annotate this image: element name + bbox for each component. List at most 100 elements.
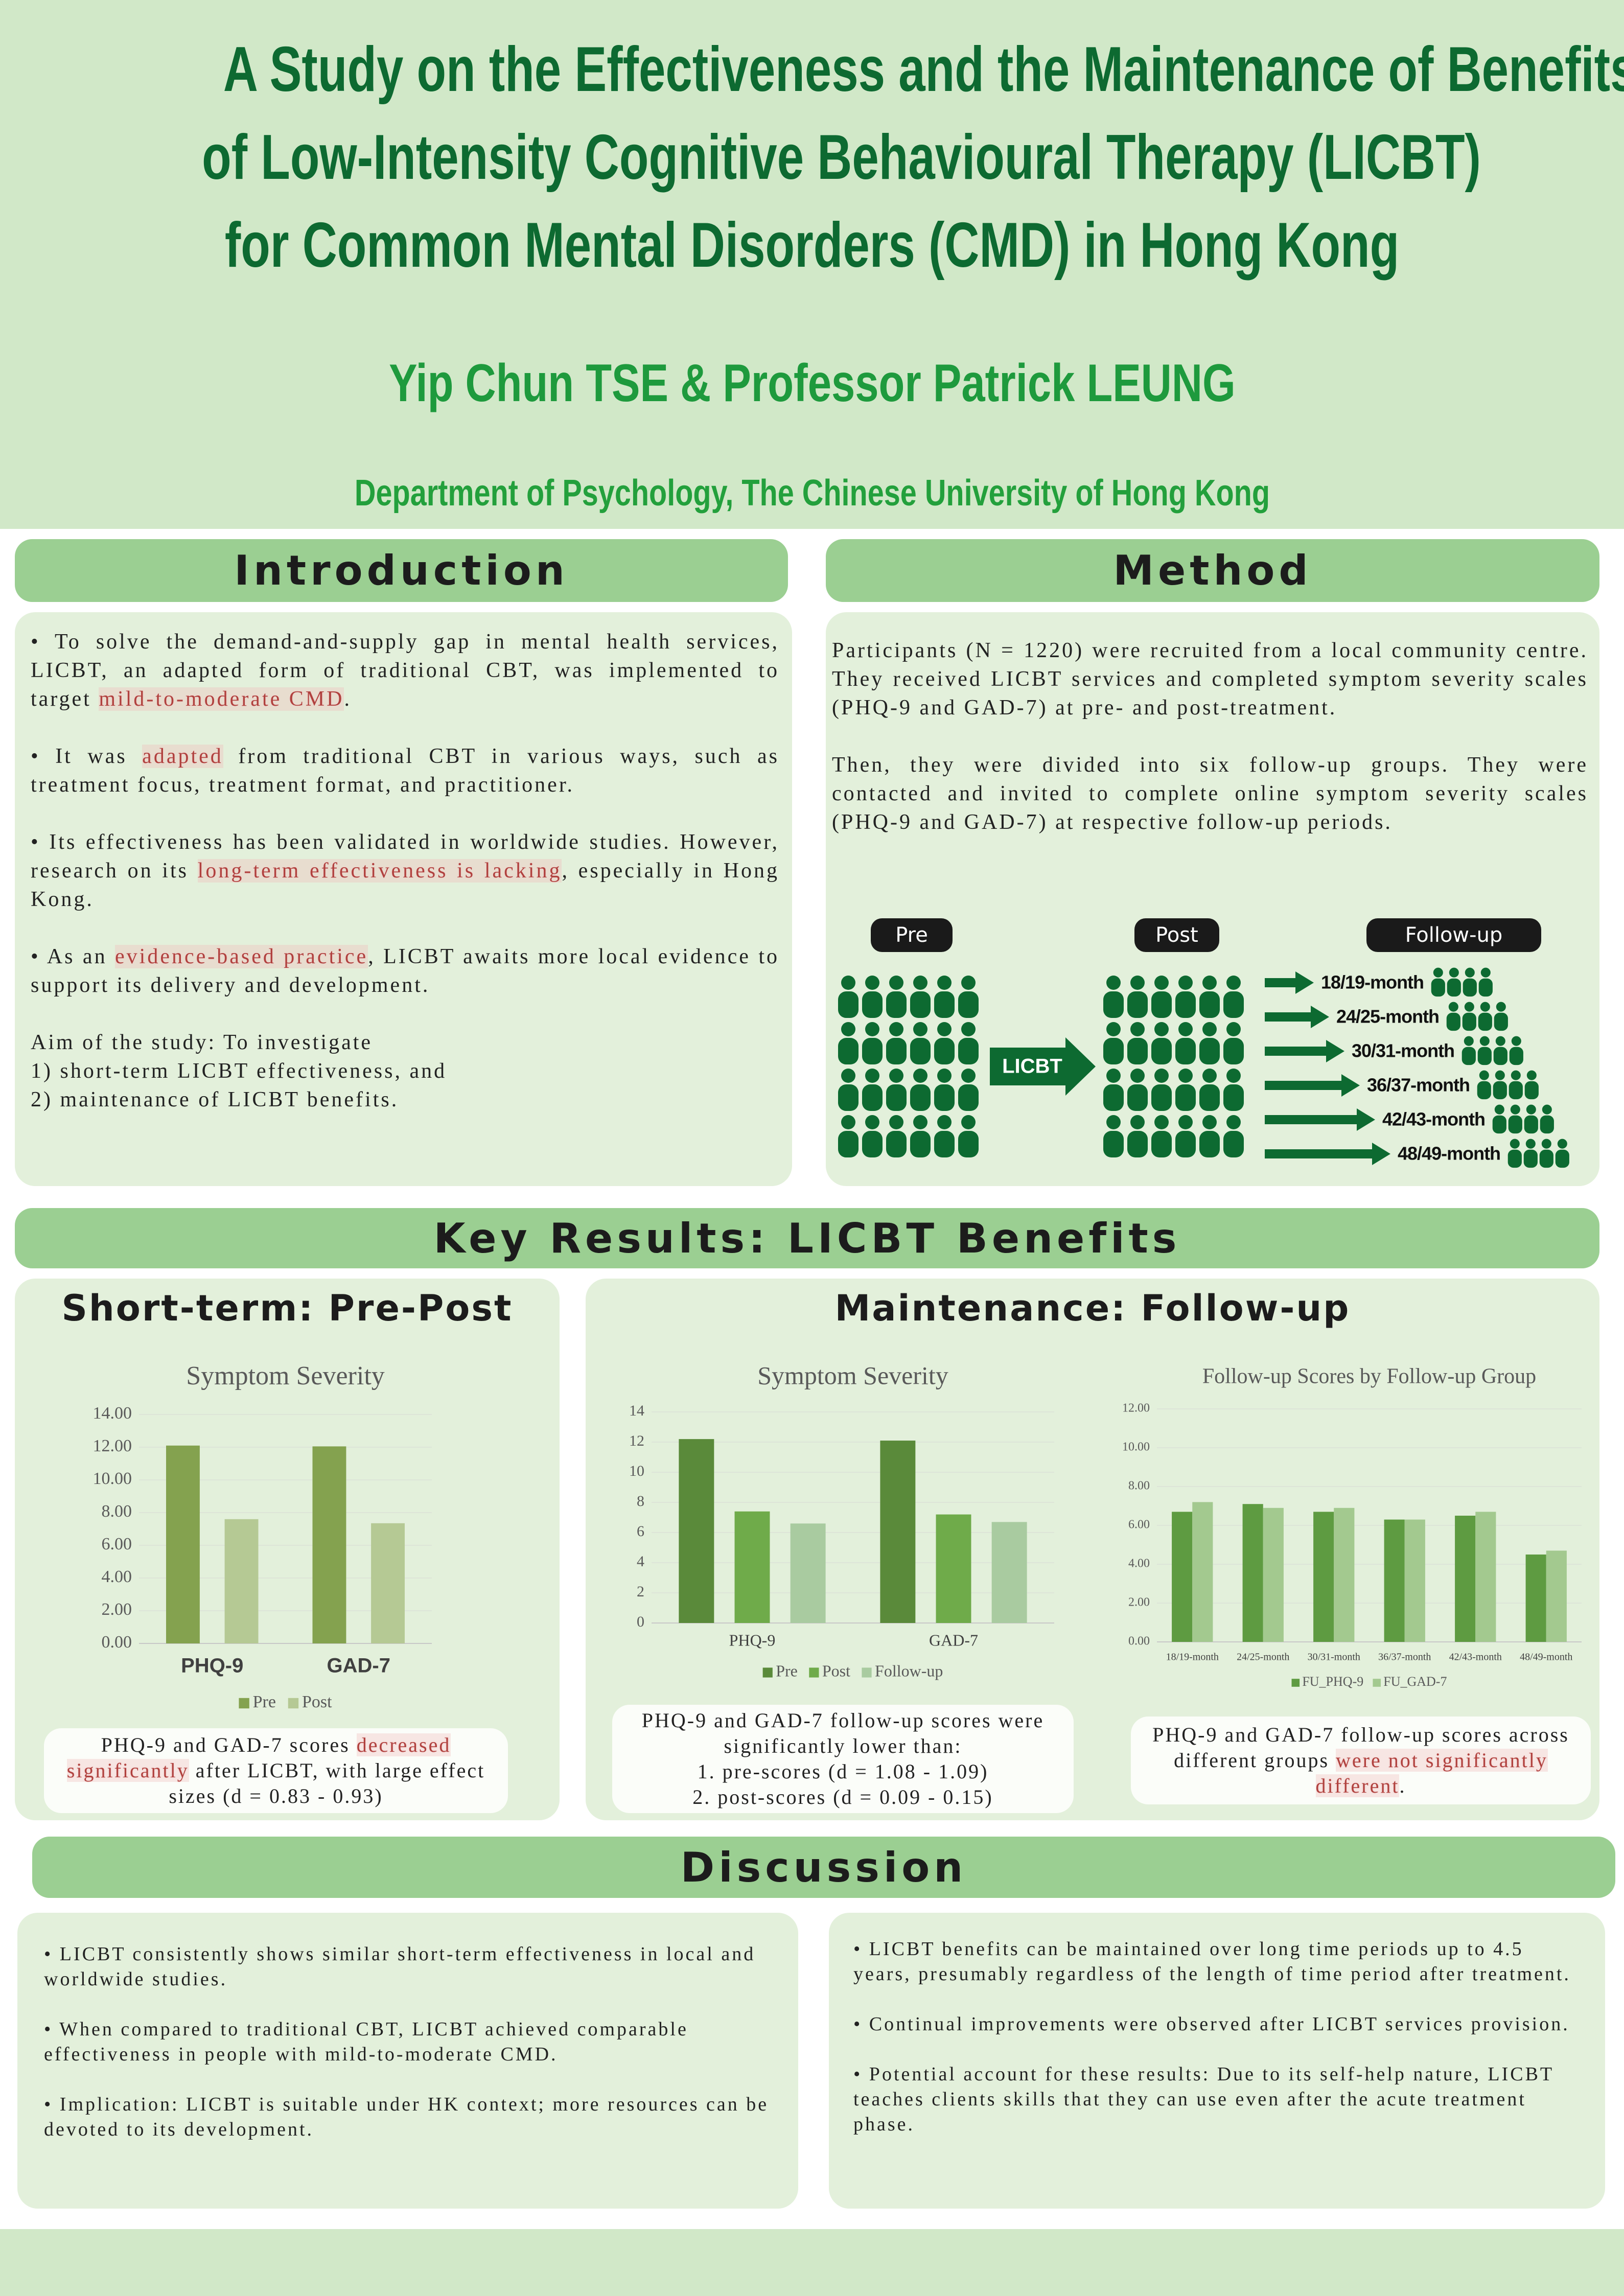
legend-label: Pre xyxy=(253,1692,276,1711)
person-head xyxy=(1178,1115,1193,1129)
person-head xyxy=(841,976,855,990)
person-head xyxy=(1464,1036,1474,1046)
person-body xyxy=(1127,1084,1148,1111)
bar xyxy=(1546,1550,1567,1642)
person-body xyxy=(1555,1149,1569,1168)
bar xyxy=(1455,1516,1476,1642)
section-header: Introduction xyxy=(15,539,788,602)
text-line: PHQ-9 and GAD-7 follow-up scores were si… xyxy=(641,1709,1045,1757)
person-head xyxy=(1130,1069,1145,1083)
person-head xyxy=(1525,1139,1536,1149)
y-tick-label: 4.00 xyxy=(102,1567,132,1586)
y-tick-label: 10.00 xyxy=(1122,1441,1150,1454)
person-head xyxy=(913,976,927,990)
bar xyxy=(1475,1512,1496,1642)
person-body xyxy=(1447,978,1461,997)
person-head xyxy=(1106,1022,1121,1036)
followup-arrow xyxy=(1265,971,1314,994)
intro-text: • To solve the demand-and-supply gap in … xyxy=(31,628,779,1114)
y-tick-label: 14 xyxy=(629,1402,644,1419)
section-header: Method xyxy=(826,539,1599,602)
person-icon xyxy=(958,1115,979,1157)
person-icon xyxy=(910,976,931,1018)
person-head xyxy=(1526,1104,1536,1115)
legend: Pre Post xyxy=(239,1692,332,1711)
paragraph: • When compared to traditional CBT, LICB… xyxy=(44,2019,688,2065)
panel-heading: Short-term: Pre-Post xyxy=(61,1287,513,1329)
person-icon xyxy=(1463,967,1477,997)
y-tick-label: 12.00 xyxy=(93,1436,132,1455)
bar xyxy=(1334,1508,1355,1642)
person-icon xyxy=(1539,1139,1553,1168)
person-body xyxy=(1509,1081,1523,1100)
person-icon xyxy=(1223,1022,1244,1064)
followup-label: 42/43-month xyxy=(1382,1109,1485,1130)
y-tick-label: 2 xyxy=(637,1583,644,1600)
y-tick-label: 2.00 xyxy=(1128,1596,1150,1609)
title-text: for Common Mental Disorders (CMD) in Hon… xyxy=(224,210,1400,281)
aim: Aim of the study: To investigate 1) short… xyxy=(31,1028,779,1114)
stage-pill xyxy=(1134,918,1219,952)
followup-label: 30/31-month xyxy=(1352,1040,1454,1061)
person-icon xyxy=(838,1115,859,1157)
person-body xyxy=(1508,1115,1522,1134)
person-body xyxy=(862,991,883,1018)
person-head xyxy=(1465,967,1475,978)
person-body xyxy=(1127,1038,1148,1064)
person-icon xyxy=(1523,1139,1538,1168)
person-body xyxy=(1493,1047,1507,1065)
y-tick-label: 0.00 xyxy=(1128,1635,1150,1648)
text-line: Aim of the study: To investigate xyxy=(31,1031,373,1054)
person-icon xyxy=(1103,1069,1124,1111)
section-heading: Introduction xyxy=(234,547,569,594)
followup-arrow xyxy=(1265,1108,1375,1131)
paragraph: • LICBT benefits can be maintained over … xyxy=(853,1938,1571,1985)
person-body xyxy=(886,991,907,1018)
person-head xyxy=(1226,976,1241,990)
person-head xyxy=(841,1022,855,1036)
person-head xyxy=(841,1069,855,1083)
person-icon xyxy=(1509,1070,1523,1100)
y-tick-label: 0 xyxy=(637,1613,644,1630)
person-body xyxy=(934,991,955,1018)
person-icon xyxy=(1447,967,1461,997)
person-icon xyxy=(886,1069,907,1111)
header-band xyxy=(0,0,1624,529)
person-body xyxy=(1477,1047,1492,1065)
person-icon xyxy=(958,1069,979,1111)
person-head xyxy=(937,1069,952,1083)
person-head xyxy=(1130,1115,1145,1129)
person-icon xyxy=(934,976,955,1018)
paragraph: • To solve the demand-and-supply gap in … xyxy=(31,628,779,713)
method-text: Participants (N = 1220) were recruited f… xyxy=(832,636,1588,865)
discussion-panel xyxy=(17,1913,798,2209)
arrow-label: LICBT xyxy=(1002,1055,1062,1078)
person-head xyxy=(913,1022,927,1036)
person-body xyxy=(838,1038,859,1064)
bar xyxy=(1384,1519,1405,1642)
text: from traditional CBT in various ways, su… xyxy=(31,745,780,797)
y-tick-label: 0.00 xyxy=(102,1633,132,1652)
text: PHQ-9 and GAD-7 follow-up scores across … xyxy=(1152,1723,1569,1772)
followup-label: 18/19-month xyxy=(1321,972,1424,993)
caption: PHQ-9 and GAD-7 scores decreased signifi… xyxy=(44,1728,508,1813)
person-icon xyxy=(1127,1115,1148,1157)
legend-label: Post xyxy=(302,1692,332,1711)
person-icon xyxy=(1461,1036,1476,1065)
person-icon xyxy=(1462,1002,1476,1031)
person-head xyxy=(1130,976,1145,990)
person-body xyxy=(1524,1081,1539,1100)
person-icon xyxy=(1540,1104,1554,1134)
person-body xyxy=(1223,1038,1244,1064)
caption: PHQ-9 and GAD-7 follow-up scores were si… xyxy=(612,1705,1074,1813)
person-head xyxy=(865,1069,879,1083)
person-head xyxy=(961,1115,976,1129)
person-icon xyxy=(1223,976,1244,1018)
person-body xyxy=(1540,1115,1554,1134)
person-icon xyxy=(1175,1115,1196,1157)
bar xyxy=(1192,1502,1213,1642)
person-icon xyxy=(838,1069,859,1111)
title-text: A Study on the Effectiveness and the Mai… xyxy=(223,34,1624,105)
x-tick-label: GAD-7 xyxy=(929,1631,978,1649)
